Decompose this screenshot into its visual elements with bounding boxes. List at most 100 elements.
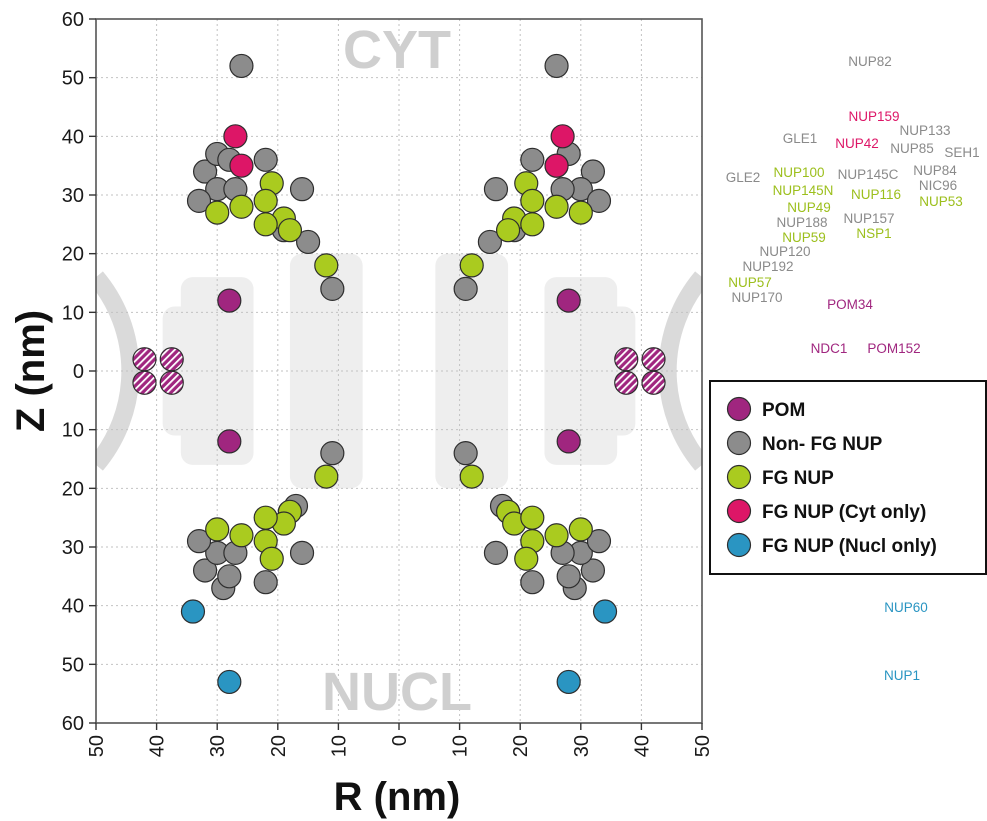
point-fg-nup <box>568 200 593 225</box>
y-tick-label: 30 <box>62 185 84 207</box>
point-fg-nup <box>314 253 339 278</box>
y-tick-label: 50 <box>62 654 84 676</box>
membrane-arc-left <box>96 271 140 471</box>
point-fg-nup-cyt-only <box>544 153 569 178</box>
point-non-fg-nup <box>580 159 606 184</box>
annotation-nup145n: NUP145N <box>773 183 834 198</box>
point-non-fg-nup <box>320 276 345 301</box>
point-fg-nup <box>514 546 539 571</box>
point-fg-nup-nucl-only <box>592 599 618 624</box>
annotation-nup59: NUP59 <box>782 230 826 245</box>
annotation-nup57: NUP57 <box>728 275 772 290</box>
point-non-fg-nup <box>453 276 478 301</box>
point-fg-nup-cyt-only <box>229 153 254 178</box>
point-non-fg-nup <box>192 558 218 583</box>
data-points <box>132 53 666 695</box>
point-fg-nup <box>259 546 284 571</box>
y-tick-label: 10 <box>62 420 84 442</box>
legend-marker <box>726 532 752 558</box>
point-fg-nup <box>229 194 254 219</box>
annotation-ndc1: NDC1 <box>811 341 848 356</box>
point-fg-nup-cyt-only <box>223 124 248 149</box>
point-non-fg-nup <box>520 147 545 172</box>
point-fg-nup <box>459 253 484 278</box>
point-fg-nup <box>205 200 230 225</box>
legend-label: Non- FG NUP <box>762 434 883 455</box>
y-tick-label: 20 <box>62 478 84 500</box>
annotation-nup192: NUP192 <box>742 259 793 274</box>
annotation-nsp1: NSP1 <box>856 226 891 241</box>
y-tick-label: 40 <box>62 596 84 618</box>
point-non-fg-nup <box>483 540 509 565</box>
point-fg-nup-nucl-only <box>180 599 206 624</box>
legend-marker <box>726 464 752 490</box>
annotation-nup53: NUP53 <box>919 194 963 209</box>
point-fg-nup <box>544 194 569 219</box>
point-pom <box>556 288 581 313</box>
point-non-fg-nup <box>289 540 315 565</box>
annotation-nup188: NUP188 <box>776 215 827 230</box>
y-tick-label: 60 <box>62 713 84 735</box>
legend-marker <box>726 396 752 422</box>
annotation-nup157: NUP157 <box>843 211 894 226</box>
point-fg-nup <box>495 218 521 243</box>
legend-label: POM <box>762 400 805 421</box>
x-tick-label: 0 <box>389 735 411 746</box>
x-tick-label: 30 <box>207 735 229 757</box>
annotation-nup116: NUP116 <box>851 187 901 202</box>
y-tick-label: 50 <box>62 68 84 90</box>
point-non-fg-nup <box>217 564 242 589</box>
point-pom-hatched <box>132 347 157 372</box>
point-fg-nup <box>520 505 545 530</box>
annotation-nup42: NUP42 <box>835 136 879 151</box>
point-fg-nup-nucl-only <box>217 669 242 695</box>
y-tick-label: 40 <box>62 126 84 148</box>
x-tick-label: 10 <box>328 735 350 757</box>
x-tick-label: 50 <box>692 735 714 757</box>
point-non-fg-nup <box>580 558 606 583</box>
point-pom-hatched <box>641 370 666 395</box>
point-non-fg-nup <box>186 188 212 213</box>
annotation-nup82: NUP82 <box>848 54 892 69</box>
point-non-fg-nup <box>192 159 218 184</box>
y-tick-label: 30 <box>62 537 84 559</box>
y-axis-label: Z (nm) <box>9 310 53 432</box>
x-tick-label: 40 <box>147 735 169 757</box>
point-pom-hatched <box>641 347 666 372</box>
x-tick-label: 20 <box>510 735 532 757</box>
annotation-nup170: NUP170 <box>731 290 782 305</box>
point-pom <box>217 288 242 313</box>
point-fg-nup <box>229 523 254 548</box>
y-tick-label: 10 <box>62 302 84 324</box>
point-non-fg-nup <box>586 188 612 213</box>
legend-label: FG NUP <box>762 468 834 489</box>
point-non-fg-nup <box>544 53 569 79</box>
annotation-gle1: GLE1 <box>783 131 818 146</box>
legend-label: FG NUP (Cyt only) <box>762 502 926 523</box>
point-pom <box>217 429 242 454</box>
point-fg-nup <box>314 464 339 489</box>
point-fg-nup <box>277 218 303 243</box>
point-non-fg-nup <box>520 570 545 595</box>
point-fg-nup <box>205 517 230 542</box>
point-non-fg-nup <box>483 177 509 202</box>
point-fg-nup-nucl-only <box>556 669 581 695</box>
annotation-nup133: NUP133 <box>899 123 950 138</box>
y-tick-label: 0 <box>73 361 84 383</box>
annotation-nic96: NIC96 <box>919 178 957 193</box>
point-fg-nup <box>253 505 278 530</box>
point-pom-hatched <box>614 370 639 395</box>
point-non-fg-nup <box>556 564 581 589</box>
annotation-nup60: NUP60 <box>884 600 928 615</box>
annotation-seh1: SEH1 <box>944 145 979 160</box>
point-non-fg-nup <box>253 570 278 595</box>
region-label-cytoplasm: CYT <box>343 20 451 80</box>
legend-marker <box>726 430 752 456</box>
annotation-nup100: NUP100 <box>773 165 824 180</box>
point-non-fg-nup <box>453 441 478 466</box>
point-fg-nup <box>520 188 545 213</box>
point-pom-hatched <box>159 347 184 372</box>
point-fg-nup <box>253 212 278 237</box>
annotation-nup120: NUP120 <box>759 244 810 259</box>
